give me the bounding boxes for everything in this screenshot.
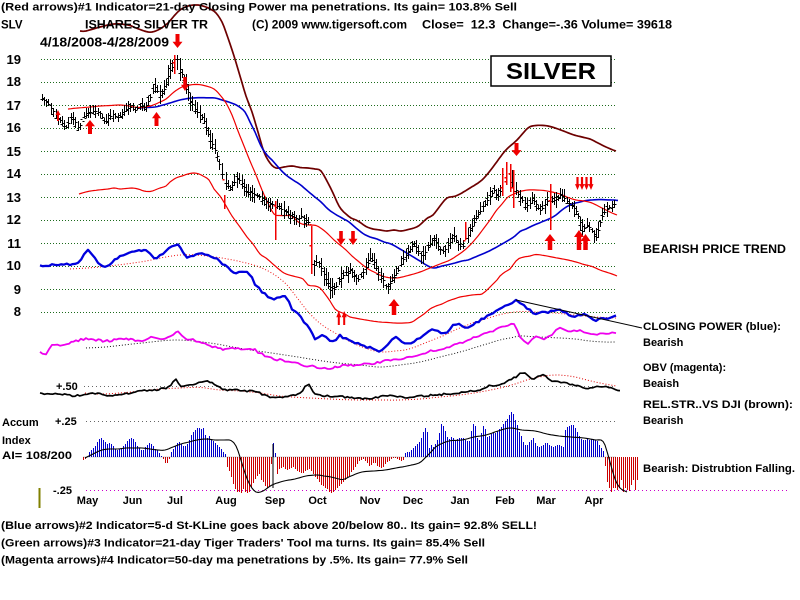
svg-text:Bearish: Bearish xyxy=(643,415,684,427)
svg-text:(C) 2009 www.tigersoft.com: (C) 2009 www.tigersoft.com xyxy=(252,20,407,32)
svg-text:Jan: Jan xyxy=(451,495,470,507)
svg-text:Close= 12.3 Change=-.36 Volu: Close= 12.3 Change=-.36 Volume= 39618 xyxy=(422,20,673,32)
svg-text:Accum: Accum xyxy=(2,417,39,429)
svg-text:Dec: Dec xyxy=(403,495,423,507)
svg-text:9: 9 xyxy=(14,282,21,297)
svg-text:Jun: Jun xyxy=(123,495,143,507)
svg-text:REL.STR..VS DJI (brown):: REL.STR..VS DJI (brown): xyxy=(643,399,793,411)
svg-text:Oct: Oct xyxy=(308,495,327,507)
svg-text:Index: Index xyxy=(2,435,32,447)
svg-text:Bearish: Bearish xyxy=(643,337,684,349)
svg-text:19: 19 xyxy=(7,52,21,67)
svg-text:CLOSING POWER (blue):: CLOSING POWER (blue): xyxy=(643,321,781,333)
svg-text:Sep: Sep xyxy=(265,495,285,507)
svg-text:Jul: Jul xyxy=(167,495,183,507)
svg-text:4/18/2008-4/28/2009: 4/18/2008-4/28/2009 xyxy=(40,36,169,50)
svg-text:10: 10 xyxy=(7,258,21,273)
svg-text:SLV: SLV xyxy=(1,20,23,32)
svg-text:BEARISH PRICE TREND: BEARISH PRICE TREND xyxy=(643,244,786,256)
svg-text:15: 15 xyxy=(7,144,21,159)
svg-text:SILVER: SILVER xyxy=(506,58,596,84)
svg-text:8: 8 xyxy=(14,304,21,319)
svg-text:16: 16 xyxy=(7,120,21,135)
svg-text:Nov: Nov xyxy=(360,495,382,507)
svg-text:+.25: +.25 xyxy=(55,416,77,428)
svg-text:12: 12 xyxy=(7,212,21,227)
svg-text:Mar: Mar xyxy=(536,495,556,507)
svg-text:+.50: +.50 xyxy=(56,381,78,393)
svg-text:-.25: -.25 xyxy=(53,485,72,497)
svg-text:Aug: Aug xyxy=(215,495,236,507)
svg-text:Bearish: Distrubtion Falling.: Bearish: Distrubtion Falling. xyxy=(643,463,795,475)
svg-text:ISHARES SILVER TR: ISHARES SILVER TR xyxy=(85,20,209,32)
svg-text:(Magenta arrows)#4 Indicator=5: (Magenta arrows)#4 Indicator=50-day ma p… xyxy=(1,555,468,567)
svg-text:(Blue arrows)#2 Indicator=5-d: (Blue arrows)#2 Indicator=5-d St-KLine g… xyxy=(1,520,537,532)
svg-text:AI= 108/200: AI= 108/200 xyxy=(2,450,72,462)
svg-text:11: 11 xyxy=(7,236,21,251)
svg-text:May: May xyxy=(77,495,99,507)
svg-text:(Green arrows)#3 Indicator=21-: (Green arrows)#3 Indicator=21-day Tiger … xyxy=(1,538,485,550)
svg-text:Apr: Apr xyxy=(585,495,605,507)
svg-text:17: 17 xyxy=(7,98,21,113)
svg-text:13: 13 xyxy=(7,190,21,205)
svg-text:Feb: Feb xyxy=(495,495,515,507)
svg-text:14: 14 xyxy=(7,166,22,181)
svg-text:Beaish: Beaish xyxy=(643,378,679,390)
svg-text:18: 18 xyxy=(7,74,21,89)
svg-text:OBV (magenta):: OBV (magenta): xyxy=(643,362,726,374)
svg-text:(Red arrows)#1 Indicator=21-da: (Red arrows)#1 Indicator=21-day Closing … xyxy=(1,2,517,14)
